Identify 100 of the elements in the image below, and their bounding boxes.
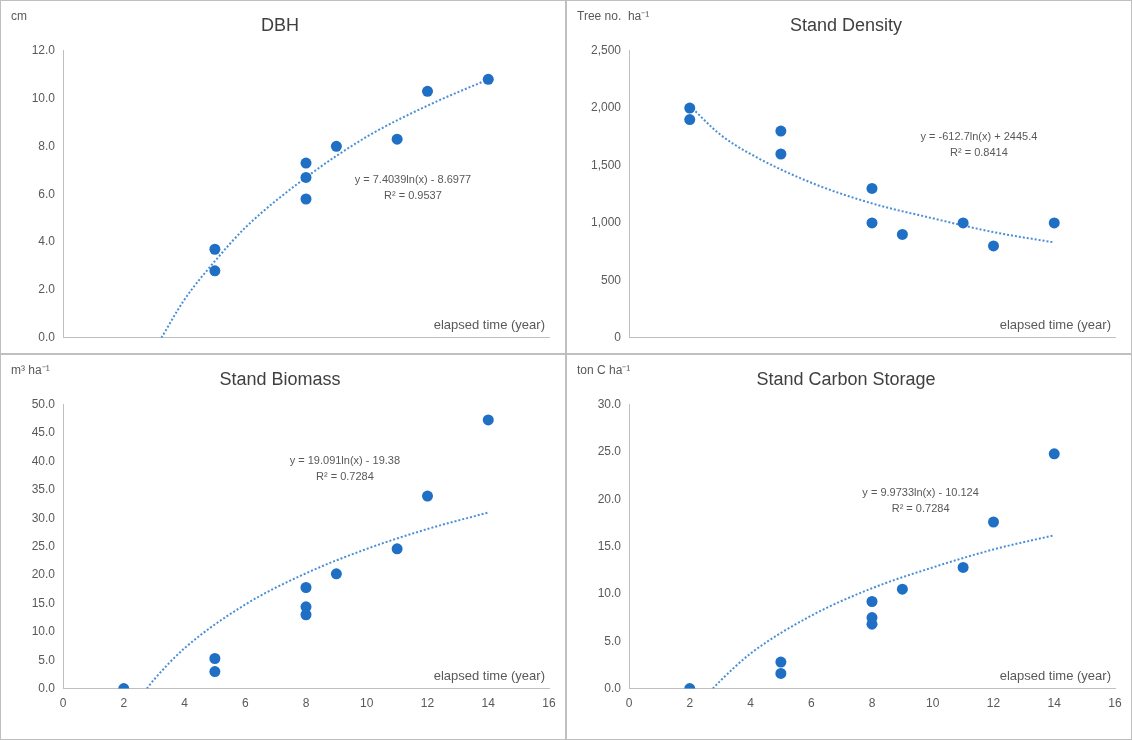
x-tick-label: 2 xyxy=(120,696,128,711)
point xyxy=(775,148,787,160)
y-tick-label: 15.0 xyxy=(597,538,622,553)
x-tick-label: 0 xyxy=(625,696,633,711)
x-tick-label: 2 xyxy=(686,696,694,711)
point xyxy=(775,667,787,679)
point xyxy=(482,73,494,85)
point xyxy=(422,490,433,502)
point xyxy=(1048,448,1060,460)
x-tick-label: 10 xyxy=(926,696,940,711)
y-tick-label: 8.0 xyxy=(38,138,56,153)
point xyxy=(300,171,312,183)
y-tick-label: 40.0 xyxy=(31,453,56,468)
point xyxy=(209,243,221,255)
x-axis-title: elapsed time (year) xyxy=(999,667,1111,683)
y-tick-label: 4.0 xyxy=(38,234,56,249)
x-tick-label: 4 xyxy=(747,696,755,711)
annotation: y = 19.091ln(x) - 19.38 xyxy=(289,454,401,467)
annotation: y = 9.9733ln(x) - 10.124 xyxy=(862,485,979,498)
chart-title: DBH xyxy=(260,14,300,35)
point xyxy=(866,596,878,608)
point xyxy=(422,85,433,97)
point xyxy=(988,240,999,252)
y-tick-label: 35.0 xyxy=(31,482,56,497)
y-tick-label: 2.0 xyxy=(38,282,56,297)
x-tick-label: 10 xyxy=(360,696,374,711)
y-axis-title: Tree no. ha⁻¹ xyxy=(577,9,650,24)
x-tick-label: 8 xyxy=(302,696,310,711)
point xyxy=(775,125,787,137)
point xyxy=(957,217,969,229)
y-tick-label: 2,500 xyxy=(590,42,622,57)
y-tick-label: 30.0 xyxy=(597,396,622,411)
y-tick-label: 10.0 xyxy=(31,624,56,639)
point xyxy=(209,265,221,277)
y-tick-label: 0 xyxy=(614,330,622,345)
point xyxy=(300,193,312,205)
point xyxy=(896,228,908,240)
y-tick-label: 25.0 xyxy=(597,444,622,459)
y-axis-title: m³ ha⁻¹ xyxy=(11,363,50,378)
point xyxy=(391,133,403,145)
y-tick-label: 0.0 xyxy=(38,680,56,695)
y-tick-label: 2,000 xyxy=(590,100,622,115)
y-tick-label: 1,000 xyxy=(590,215,622,230)
x-tick-label: 16 xyxy=(542,696,556,711)
x-axis-title: elapsed time (year) xyxy=(999,316,1111,332)
chart-title: Stand Carbon Storage xyxy=(756,368,936,389)
point xyxy=(209,653,221,664)
point xyxy=(866,182,878,194)
point xyxy=(482,414,494,426)
point xyxy=(775,656,787,668)
annotation: R² = 0.7284 xyxy=(891,501,950,514)
x-tick-label: 0 xyxy=(59,696,67,711)
x-tick-label: 14 xyxy=(1047,696,1062,711)
y-tick-label: 30.0 xyxy=(31,510,56,525)
x-tick-label: 12 xyxy=(420,696,435,711)
annotation: R² = 0.8414 xyxy=(950,145,1008,158)
x-tick-label: 12 xyxy=(986,696,1001,711)
y-tick-label: 20.0 xyxy=(597,491,622,506)
point xyxy=(300,582,312,593)
y-tick-label: 15.0 xyxy=(31,595,56,610)
x-axis-title: elapsed time (year) xyxy=(433,667,545,683)
x-tick-label: 6 xyxy=(807,696,815,711)
y-tick-label: 10.0 xyxy=(597,586,622,601)
y-tick-label: 5.0 xyxy=(38,652,56,667)
y-tick-label: 0.0 xyxy=(38,330,56,345)
y-tick-label: 50.0 xyxy=(31,396,56,411)
x-tick-label: 4 xyxy=(181,696,189,711)
chart-title: Stand Density xyxy=(789,14,903,35)
x-axis-title: elapsed time (year) xyxy=(433,316,545,332)
y-axis-title: ton C ha⁻¹ xyxy=(577,363,631,378)
x-tick-label: 8 xyxy=(868,696,876,711)
point xyxy=(300,157,312,169)
point xyxy=(957,561,969,573)
x-tick-label: 16 xyxy=(1108,696,1122,711)
point xyxy=(330,140,342,152)
y-tick-label: 0.0 xyxy=(604,680,622,695)
point xyxy=(896,583,908,595)
y-tick-label: 12.0 xyxy=(31,42,56,57)
point xyxy=(330,568,342,580)
x-tick-label: 6 xyxy=(241,696,249,711)
y-tick-label: 5.0 xyxy=(604,633,622,648)
y-tick-label: 6.0 xyxy=(38,186,56,201)
y-tick-label: 1,500 xyxy=(590,157,622,172)
annotation: y = -612.7ln(x) + 2445.4 xyxy=(920,129,1038,142)
annotation: R² = 0.9537 xyxy=(384,188,442,201)
point xyxy=(866,217,878,229)
point xyxy=(300,609,312,621)
y-axis-title: cm xyxy=(11,9,27,24)
y-tick-label: 10.0 xyxy=(31,90,56,105)
point xyxy=(391,543,403,555)
point xyxy=(684,102,696,114)
point xyxy=(209,666,221,678)
chart-title: Stand Biomass xyxy=(219,368,341,389)
point xyxy=(684,114,696,126)
annotation: R² = 0.7284 xyxy=(315,470,374,483)
point xyxy=(1048,217,1060,229)
y-tick-label: 25.0 xyxy=(31,538,56,553)
point xyxy=(988,516,999,528)
y-tick-label: 500 xyxy=(600,272,622,287)
annotation: y = 7.4039ln(x) - 8.6977 xyxy=(354,172,472,185)
